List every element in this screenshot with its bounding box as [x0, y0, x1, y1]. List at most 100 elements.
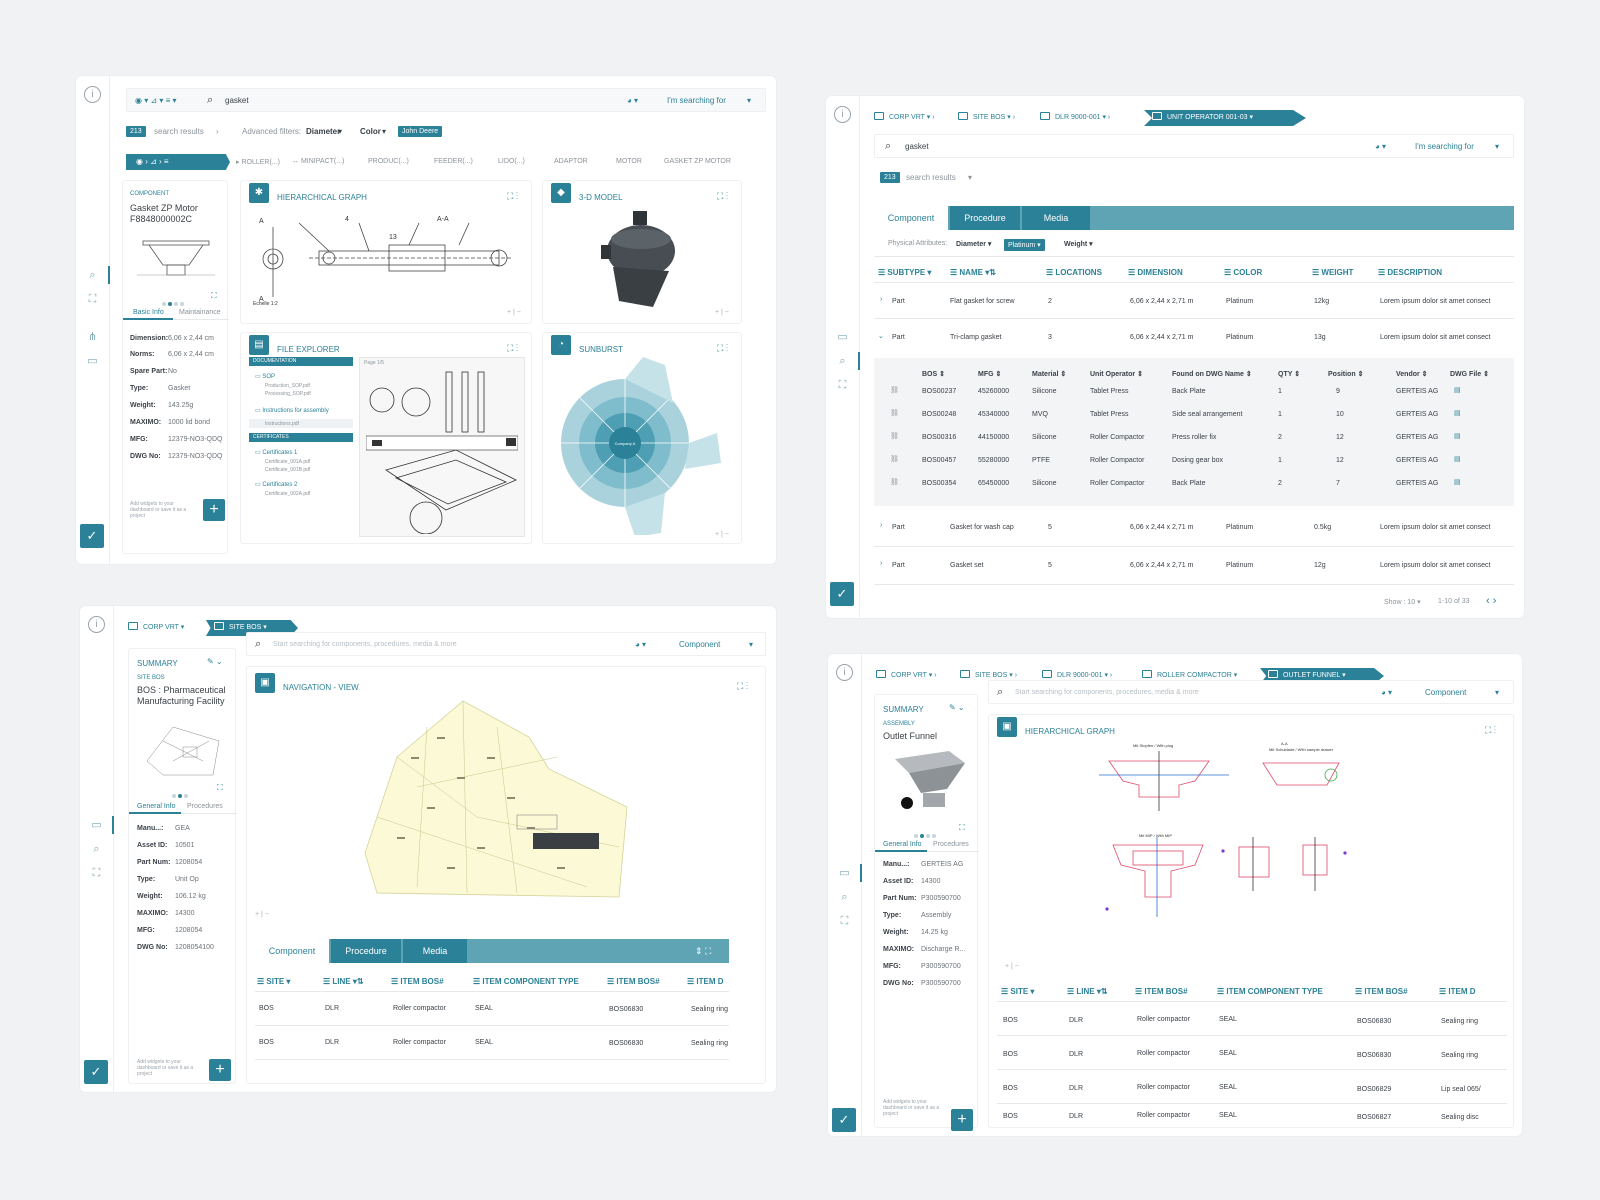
breadcrumb-root[interactable]: ◉ › ⊿ › ≡ — [126, 154, 230, 170]
col-color[interactable]: ☰ COLOR — [1224, 268, 1263, 277]
page-size-select[interactable]: Show : 10 ▾ — [1384, 599, 1421, 606]
sub-col-unit-operator[interactable]: Unit Operator ⇕ — [1090, 371, 1143, 378]
collapse-chevron-icon[interactable]: ⌄ — [878, 333, 884, 340]
edit-icon[interactable]: ✎ ⌄ — [949, 703, 965, 712]
search-input[interactable]: Start searching for components, procedur… — [273, 641, 457, 648]
crumb-site-bos[interactable]: SITE BOS ▾ › — [958, 110, 1015, 126]
carousel-dots[interactable] — [913, 825, 937, 843]
expand-menu-icon[interactable]: ⛶ ⋮ — [507, 343, 519, 353]
folder-item[interactable]: ▭ Instructions for assembly — [255, 408, 329, 414]
add-widget-button[interactable]: + — [209, 1059, 231, 1081]
tab-general-info[interactable]: General Info — [137, 803, 176, 810]
crumb-dlr[interactable]: DLR 9000-001 ▾ › — [1042, 668, 1112, 684]
col-item-d[interactable]: ☰ ITEM D — [1439, 987, 1476, 996]
sub-row[interactable]: ⛓ BOS00457 55280000 PTFE Roller Compactor Do… — [874, 449, 1514, 471]
scan-icon[interactable]: ⛶ — [838, 379, 847, 391]
search-input[interactable]: gasket — [225, 96, 249, 105]
scan-icon[interactable]: ⛶ — [92, 867, 101, 879]
col-line[interactable]: ☰ LINE ▾⇅ — [1067, 987, 1108, 996]
tab-maintainance[interactable]: Maintainance — [179, 309, 221, 316]
search-input[interactable]: Start searching for components, procedur… — [1015, 689, 1199, 696]
tab-procedure[interactable]: Procedure — [331, 939, 401, 963]
scan-icon[interactable]: ⛶ — [840, 915, 849, 927]
expand-icon[interactable]: ⛶ — [959, 823, 965, 832]
hierarchy-icon[interactable]: ⋔ — [87, 331, 98, 343]
sub-col-material[interactable]: Material ⇕ — [1032, 371, 1067, 378]
crumb-corp-vrt[interactable]: CORP VRT ▾ › — [876, 668, 937, 684]
col-site[interactable]: ☰ SITE ▾ — [1001, 987, 1035, 996]
crumb-item[interactable]: ↔ MINIPACT(...) — [292, 158, 345, 165]
carousel-dots[interactable] — [171, 785, 189, 803]
table-row[interactable]: › Part Flat gasket for screw 2 6,06 x 2,… — [874, 288, 1514, 316]
zoom-controls[interactable]: + | − — [1005, 963, 1019, 970]
pagination-arrows[interactable]: ‹ › — [1486, 595, 1497, 607]
add-widget-button[interactable]: + — [203, 499, 225, 521]
table-row[interactable]: BOS DLR Roller compactor SEAL BOS06830 Sealin… — [255, 1027, 729, 1059]
filter-color[interactable]: Color — [360, 127, 381, 136]
crumb-item[interactable]: FEEDER(...) — [434, 158, 473, 165]
pdf-file-icon[interactable]: ▤ — [1454, 387, 1461, 394]
col-dimension[interactable]: ☰ DIMENSION — [1128, 268, 1183, 277]
table-row[interactable]: BOS DLR Roller compactor SEAL BOS06829 Lip se… — [997, 1071, 1507, 1103]
sub-col-vendor[interactable]: Vendor ⇕ — [1396, 371, 1428, 378]
file-item-selected[interactable]: Instructions.pdf — [249, 419, 353, 428]
tab-media[interactable]: Media — [1022, 206, 1090, 230]
expand-menu-icon[interactable]: ⛶ ⋮ — [507, 191, 519, 201]
scope-selector[interactable]: ◉ ▾ ⊿ ▾ ≡ ▾ — [135, 96, 177, 105]
sub-col-qty[interactable]: QTY ⇕ — [1278, 371, 1301, 378]
expand-menu-icon[interactable]: ⛶ ⋮ — [737, 681, 749, 691]
crumb-item[interactable]: ▸ ROLLER(...) — [236, 159, 280, 166]
expand-icon[interactable]: ⛶ — [217, 783, 223, 792]
globe-icon[interactable]: ◕ ▾ — [635, 640, 647, 649]
results-label[interactable]: search results — [906, 173, 956, 182]
crumb-dlr[interactable]: DLR 9000-001 ▾ › — [1040, 110, 1110, 126]
expand-menu-icon[interactable]: ⛶ ⋮ — [717, 191, 729, 201]
col-weight[interactable]: ☰ WEIGHT — [1312, 268, 1354, 277]
search-icon[interactable]: ⌕ — [841, 891, 848, 903]
crumb-item[interactable]: GASKET ZP MOTOR — [664, 158, 731, 165]
file-item[interactable]: Certificate_001B.pdf — [265, 467, 311, 473]
info-icon[interactable]: i — [88, 616, 105, 633]
zoom-controls[interactable]: + | − — [715, 309, 729, 316]
expand-chevron-icon[interactable]: › — [880, 560, 883, 567]
pdf-file-icon[interactable]: ▤ — [1454, 433, 1461, 440]
tab-general-info[interactable]: General Info — [883, 841, 922, 848]
site-floor-plan-map[interactable] — [357, 697, 637, 907]
table-row[interactable]: › Part Gasket set 5 6,06 x 2,44 x 2,71 m… — [874, 552, 1514, 580]
tab-procedures[interactable]: Procedures — [187, 803, 223, 810]
tab-basic-info[interactable]: Basic Info — [133, 309, 164, 316]
crumb-item[interactable]: MOTOR — [616, 158, 642, 165]
col-line[interactable]: ☰ LINE ▾⇅ — [323, 977, 364, 986]
pdf-file-icon[interactable]: ▤ — [1454, 479, 1461, 486]
tools-icon[interactable]: ✓ — [84, 1060, 108, 1084]
table-row-expanded[interactable]: ⌄ Part Tri-clamp gasket 3 6,06 x 2,44 x … — [874, 324, 1514, 352]
col-description[interactable]: ☰ DESCRIPTION — [1378, 268, 1443, 277]
info-icon[interactable]: i — [84, 86, 101, 103]
zoom-controls[interactable]: + | − — [715, 531, 729, 538]
folder-item[interactable]: ▭ Certificates 2 — [255, 482, 298, 488]
section-documentation[interactable]: DOCUMENTATION — [249, 357, 353, 366]
filter-platinum[interactable]: Platinum ▾ — [1004, 239, 1045, 251]
col-item-bos[interactable]: ☰ ITEM BOS# — [1135, 987, 1188, 996]
filter-active[interactable]: John Deere — [398, 126, 443, 137]
carousel-dots[interactable] — [161, 293, 185, 311]
info-icon[interactable]: i — [836, 664, 853, 681]
tools-icon[interactable]: ✓ — [832, 1108, 856, 1132]
search-icon[interactable]: ⌕ — [93, 843, 100, 855]
file-item[interactable]: Certificate_002A.pdf — [265, 491, 311, 497]
col-subtype[interactable]: ☰ SUBTYPE ▾ — [878, 268, 932, 277]
screen-icon[interactable]: ▭ — [87, 355, 98, 367]
pdf-file-icon[interactable]: ▤ — [1454, 456, 1461, 463]
col-item-bos-2[interactable]: ☰ ITEM BOS# — [1355, 987, 1408, 996]
col-item-component-type[interactable]: ☰ ITEM COMPONENT TYPE — [1217, 987, 1323, 996]
tab-procedures[interactable]: Procedures — [933, 841, 969, 848]
sub-col-position[interactable]: Position ⇕ — [1328, 371, 1364, 378]
filter-diameter[interactable]: Diameter ▾ — [956, 241, 992, 248]
table-row[interactable]: › Part Gasket for wash cap 5 6,06 x 2,44… — [874, 514, 1514, 542]
crumb-corp-vrt[interactable]: CORP VRT ▾ › — [874, 110, 935, 126]
sub-row[interactable]: ⛓ BOS00316 44150000 Silicone Roller Compact… — [874, 426, 1514, 448]
col-item-d[interactable]: ☰ ITEM D — [687, 977, 724, 986]
sub-row[interactable]: ⛓ BOS00248 45340000 MVQ Tablet Press Side se… — [874, 403, 1514, 425]
folder-item[interactable]: ▭ Certificates 1 — [255, 450, 298, 456]
